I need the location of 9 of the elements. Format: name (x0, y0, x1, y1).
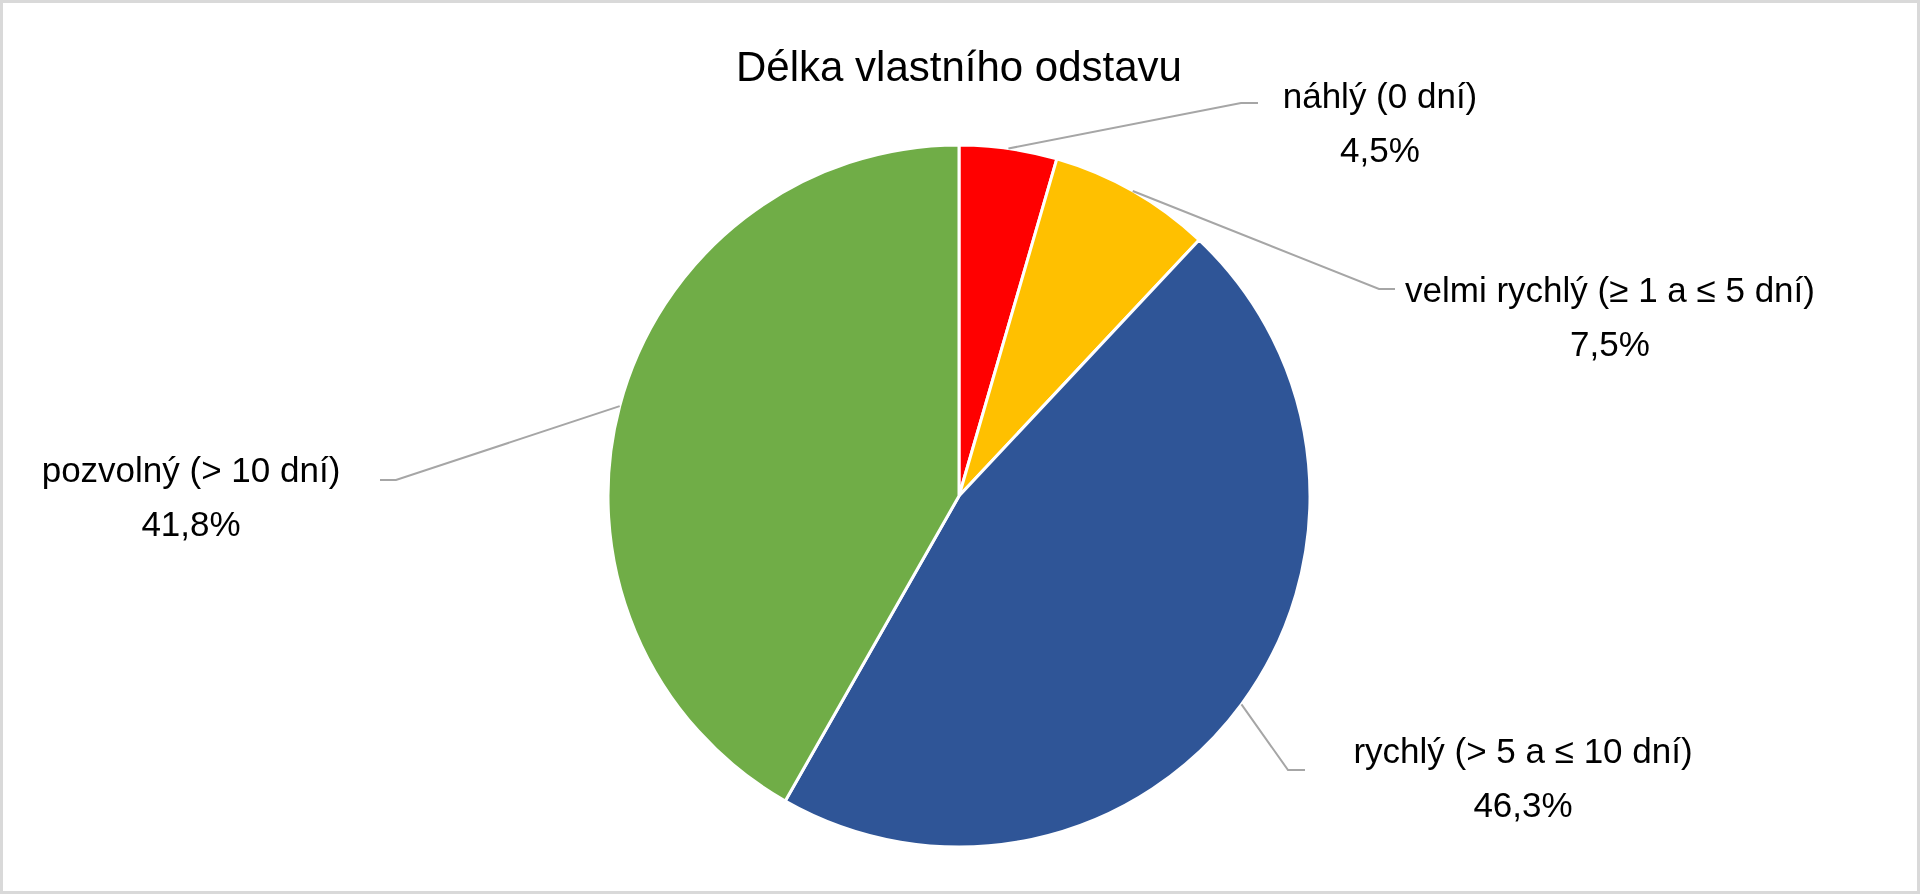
slice-label: náhlý (0 dní) (1282, 75, 1478, 115)
slice-label: rychlý (> 5 a ≤ 10 dní) (1353, 730, 1693, 770)
data-label: 7,5% (1570, 323, 1650, 363)
slice-label: pozvolný (> 10 dní) (41, 449, 341, 489)
data-label: 41,8% (141, 503, 241, 543)
slice-label: velmi rychlý (≥ 1 a ≤ 5 dní) (1405, 269, 1815, 309)
data-label: 4,5% (1340, 129, 1420, 169)
data-label: 46,3% (1473, 784, 1573, 824)
chart-title: Délka vlastního odstavu (736, 42, 1182, 90)
